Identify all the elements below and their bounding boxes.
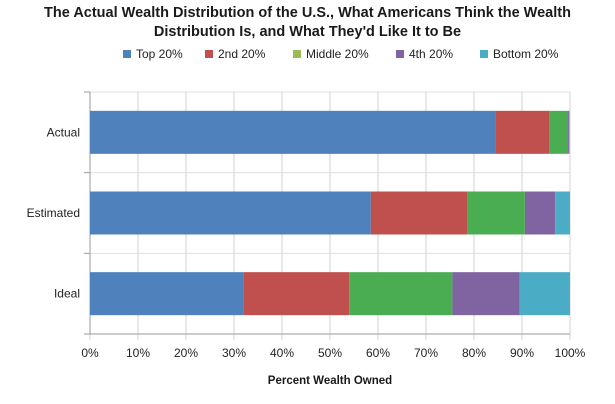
x-tick-label: 60%: [366, 346, 390, 360]
legend-swatch: [293, 50, 301, 58]
legend-item-2nd-20: 2nd 20%: [205, 47, 265, 61]
legend-swatch: [123, 50, 131, 58]
bar-estimated-bottom-20: [555, 191, 570, 235]
x-tick-label: 80%: [462, 346, 486, 360]
bar-estimated-4th-20: [524, 191, 556, 235]
chart-title-line-1: The Actual Wealth Distribution of the U.…: [44, 5, 571, 21]
bar-actual-middle-20: [549, 110, 569, 154]
legend-label: Top 20%: [136, 47, 183, 61]
x-tick-label: 30%: [222, 346, 246, 360]
x-axis-title: Percent Wealth Owned: [267, 375, 393, 387]
legend-item-top-20: Top 20%: [123, 47, 183, 61]
bar-estimated-top-20: [90, 191, 371, 235]
x-tick-label: 0%: [81, 346, 99, 360]
y-tick-label: Estimated: [27, 206, 80, 220]
legend-label: Bottom 20%: [493, 47, 559, 61]
legend-item-middle-20: Middle 20%: [293, 47, 369, 61]
bar-ideal-top-20: [90, 272, 244, 316]
legend-swatch: [205, 50, 213, 58]
bar-ideal-4th-20: [452, 272, 520, 316]
legend-label: 2nd 20%: [218, 47, 266, 61]
legend-swatch: [396, 50, 404, 58]
chart-title-line-2: Distribution Is, and What They'd Like It…: [153, 24, 462, 40]
bar-ideal-2nd-20: [243, 272, 350, 316]
y-tick-label: Ideal: [54, 287, 80, 301]
bar-actual-top-20: [90, 110, 496, 154]
x-tick-label: 50%: [318, 346, 342, 360]
legend-label: Middle 20%: [306, 47, 369, 61]
y-tick-label: Actual: [47, 125, 80, 139]
x-tick-label: 70%: [414, 346, 438, 360]
bar-ideal-middle-20: [349, 272, 453, 316]
x-tick-label: 10%: [126, 346, 150, 360]
bar-estimated-2nd-20: [370, 191, 468, 235]
x-tick-label: 90%: [510, 346, 534, 360]
x-tick-label: 20%: [174, 346, 198, 360]
bar-actual-4th-20: [568, 110, 570, 154]
legend-item-4th-20: 4th 20%: [396, 47, 453, 61]
legend-label: 4th 20%: [409, 47, 454, 61]
bar-actual-2nd-20: [495, 110, 550, 154]
x-tick-label: 40%: [270, 346, 294, 360]
x-tick-label: 100%: [555, 346, 586, 360]
bar-estimated-middle-20: [467, 191, 525, 235]
legend-item-bottom-20: Bottom 20%: [480, 47, 558, 61]
legend-swatch: [480, 50, 488, 58]
chart-title: The Actual Wealth Distribution of the U.…: [0, 4, 615, 42]
bar-ideal-bottom-20: [519, 272, 570, 316]
